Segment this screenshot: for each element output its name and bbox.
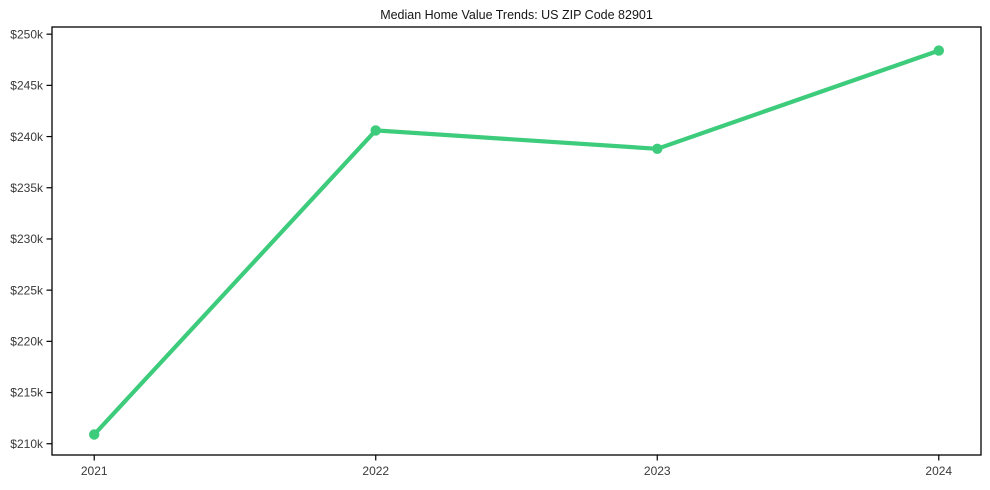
x-axis-tick-label: 2022 [362,464,389,478]
data-point-marker [370,125,381,136]
y-axis-tick-label: $225k [10,283,44,297]
y-axis-tick-label: $230k [10,232,44,246]
y-axis-tick-label: $245k [10,79,44,93]
y-axis-tick-label: $215k [10,386,44,400]
y-axis-tick-label: $210k [10,437,44,451]
y-axis-tick-label: $220k [10,335,44,349]
x-axis-tick-label: 2021 [81,464,108,478]
y-axis-tick-label: $240k [10,130,44,144]
x-axis-tick-label: 2024 [925,464,952,478]
x-axis-tick-label: 2023 [644,464,671,478]
data-point-marker [652,143,663,154]
data-point-marker [933,45,944,56]
plot-frame [51,26,982,456]
y-axis-tick-label: $235k [10,181,44,195]
data-point-marker [89,429,100,440]
chart-title: Median Home Value Trends: US ZIP Code 82… [380,8,653,22]
y-axis-tick-label: $250k [10,27,44,41]
trend-line [92,48,941,437]
